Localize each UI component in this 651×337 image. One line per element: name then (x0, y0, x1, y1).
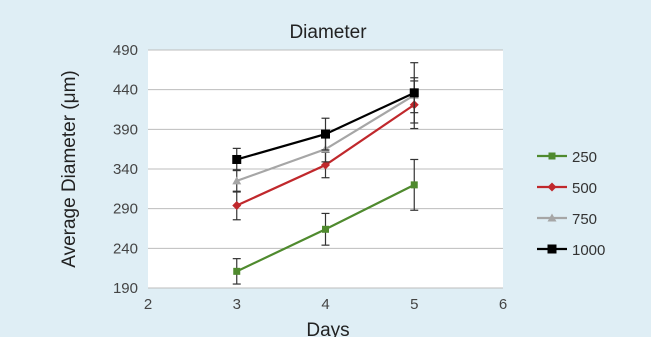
gridlines (148, 49, 503, 289)
legend: 250 500 750 1000 (537, 149, 605, 259)
legend-label: 500 (572, 180, 597, 197)
x-tick-label: 2 (144, 296, 152, 313)
series-1000 (232, 62, 419, 172)
tick-labels: 190 240 290 340 390 440 490 2 3 4 5 6 (113, 42, 507, 313)
marker-triangle (547, 213, 557, 222)
legend-item-1000: 1000 (537, 242, 605, 259)
marker-diamond (547, 182, 557, 192)
legend-item-750: 750 (537, 211, 597, 228)
legend-label: 1000 (572, 242, 605, 259)
marker-diamond (321, 160, 330, 170)
series-group (232, 62, 419, 285)
legend-label: 250 (572, 149, 597, 166)
legend-item-250: 250 (537, 149, 597, 166)
x-tick-label: 4 (321, 296, 329, 313)
marker-triangle (232, 176, 242, 185)
y-axis-label: Average Diameter (μm) (59, 70, 80, 268)
x-axis-label: Days (306, 320, 349, 337)
legend-item-500: 500 (537, 180, 597, 197)
series-250 (232, 158, 419, 285)
marker-square (410, 181, 418, 189)
y-tick-label: 490 (113, 42, 138, 59)
y-tick-label: 390 (113, 121, 138, 138)
y-tick-label: 190 (113, 280, 138, 297)
marker-square (233, 267, 241, 275)
x-tick-label: 5 (410, 296, 418, 313)
y-tick-label: 440 (113, 82, 138, 99)
marker-diamond (232, 200, 242, 210)
y-tick-label: 340 (113, 161, 138, 178)
marker-square (548, 152, 556, 160)
marker-square (409, 88, 419, 98)
y-tick-label: 240 (113, 240, 138, 257)
marker-square (322, 225, 329, 233)
marker-square (232, 154, 242, 164)
y-tick-label: 290 (113, 201, 138, 218)
chart-title: Diameter (289, 22, 367, 43)
marker-square (321, 129, 330, 139)
legend-label: 750 (572, 211, 597, 228)
x-tick-label: 3 (233, 296, 241, 313)
marker-square (547, 244, 557, 254)
x-tick-label: 6 (499, 296, 507, 313)
